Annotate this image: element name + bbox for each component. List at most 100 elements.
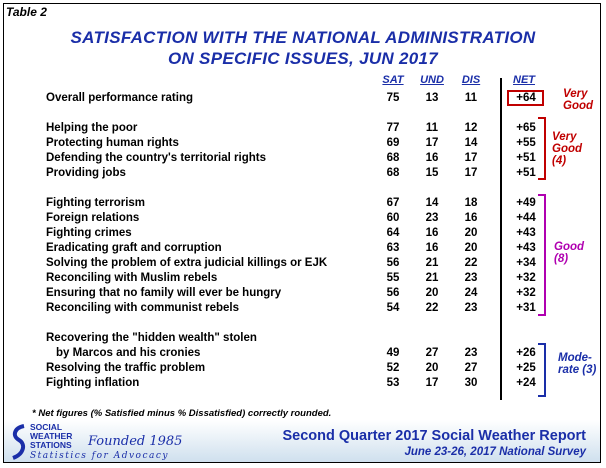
und-value: 13 bbox=[425, 92, 439, 104]
dis-value: 27 bbox=[464, 362, 478, 374]
row-label: Helping the poor bbox=[46, 122, 138, 134]
org-tagline: Statistics for Advocacy bbox=[30, 451, 169, 461]
row-label: Reconciling with communist rebels bbox=[46, 302, 239, 314]
sws-logo-icon bbox=[12, 424, 26, 460]
row-label: by Marcos and his cronies bbox=[56, 347, 201, 359]
footnote: * Net figures (% Satisfied minus % Dissa… bbox=[32, 408, 332, 419]
sat-value: 77 bbox=[386, 122, 400, 134]
table-row: Reconciling with Muslim rebels 55 21 23 +32 bbox=[4, 272, 602, 287]
row-label: Ensuring that no family will ever be hun… bbox=[46, 287, 282, 299]
row-label: Defending the country's territorial righ… bbox=[46, 152, 266, 164]
sat-value: 54 bbox=[386, 302, 400, 314]
net-value: +34 bbox=[516, 257, 536, 269]
table-row: Reconciling with communist rebels 54 22 23 +… bbox=[4, 302, 602, 317]
und-value: 22 bbox=[425, 302, 439, 314]
row-label: Fighting terrorism bbox=[46, 197, 146, 209]
sat-value: 49 bbox=[386, 347, 400, 359]
net-value: +24 bbox=[516, 377, 536, 389]
und-value: 14 bbox=[425, 197, 439, 209]
dis-value: 23 bbox=[464, 347, 478, 359]
row-label: Recovering the "hidden wealth" stolen bbox=[46, 332, 257, 344]
und-value: 15 bbox=[425, 167, 439, 179]
bracket-very-good bbox=[538, 117, 546, 180]
founded-year: Founded 1985 bbox=[88, 434, 183, 449]
table-frame: Table 2 SATISFACTION WITH THE NATIONAL A… bbox=[3, 3, 601, 463]
group-label-moderate-3: Mode-rate (3) bbox=[558, 352, 597, 376]
und-value: 27 bbox=[425, 347, 439, 359]
dis-value: 22 bbox=[464, 257, 478, 269]
table-row: Eradicating graft and corruption 63 16 20 +4… bbox=[4, 242, 602, 257]
net-value: +32 bbox=[516, 287, 536, 299]
group-label-good-8: Good (8) bbox=[554, 241, 585, 265]
sat-value: 56 bbox=[386, 287, 400, 299]
und-value: 11 bbox=[425, 122, 439, 134]
overall-net-highlight-box bbox=[507, 90, 544, 106]
row-label: Eradicating graft and corruption bbox=[46, 242, 222, 254]
header-dis: DIS bbox=[461, 74, 481, 86]
dis-value: 11 bbox=[464, 92, 478, 104]
table-row: Providing jobs 68 15 17 +51 bbox=[4, 167, 602, 182]
sat-value: 56 bbox=[386, 257, 400, 269]
und-value: 16 bbox=[425, 227, 439, 239]
sat-value: 52 bbox=[386, 362, 400, 374]
group-label-very-good-top: Very Good bbox=[563, 88, 594, 112]
row-label: Providing jobs bbox=[46, 167, 126, 179]
sat-value: 63 bbox=[386, 242, 400, 254]
und-value: 17 bbox=[425, 377, 439, 389]
dis-value: 17 bbox=[464, 152, 478, 164]
header-und: UND bbox=[420, 74, 444, 86]
group-label-very-good-4: Very Good (4) bbox=[552, 131, 583, 167]
org-name: SOCIAL WEATHER STATIONS bbox=[30, 422, 73, 450]
net-value: +55 bbox=[516, 137, 536, 149]
dis-value: 30 bbox=[464, 377, 478, 389]
sat-value: 60 bbox=[386, 212, 400, 224]
bracket-good bbox=[538, 194, 546, 316]
table-row: Ensuring that no family will ever be hun… bbox=[4, 287, 602, 302]
dis-value: 18 bbox=[464, 197, 478, 209]
und-value: 20 bbox=[425, 287, 439, 299]
net-value: +44 bbox=[516, 212, 536, 224]
row-label: Overall performance rating bbox=[46, 92, 193, 104]
table-row: Overall performance rating 75 13 11 +64 bbox=[4, 92, 602, 107]
table-row: Recovering the "hidden wealth" stolen bbox=[4, 332, 602, 347]
row-label: Fighting inflation bbox=[46, 377, 140, 389]
sat-value: 68 bbox=[386, 152, 400, 164]
sat-value: 67 bbox=[386, 197, 400, 209]
table-row: Solving the problem of extra judicial ki… bbox=[4, 257, 602, 272]
header-net: NET bbox=[513, 74, 535, 86]
net-value: +26 bbox=[516, 347, 536, 359]
und-value: 20 bbox=[425, 362, 439, 374]
row-label: Resolving the traffic problem bbox=[46, 362, 206, 374]
sat-value: 64 bbox=[386, 227, 400, 239]
net-value: +65 bbox=[516, 122, 536, 134]
sat-value: 53 bbox=[386, 377, 400, 389]
net-value: +64 bbox=[516, 92, 536, 104]
sat-value: 75 bbox=[386, 92, 400, 104]
table-label: Table 2 bbox=[6, 5, 47, 19]
report-title: Second Quarter 2017 Social Weather Repor… bbox=[282, 428, 586, 444]
table-row: Fighting inflation 53 17 30 +24 bbox=[4, 377, 602, 392]
net-value: +32 bbox=[516, 272, 536, 284]
row-label: Foreign relations bbox=[46, 212, 140, 224]
net-value: +43 bbox=[516, 242, 536, 254]
und-value: 23 bbox=[425, 212, 439, 224]
dis-value: 23 bbox=[464, 272, 478, 284]
title-line-1: SATISFACTION WITH THE NATIONAL ADMINISTR… bbox=[70, 28, 536, 47]
table-row: Resolving the traffic problem 52 20 27 +25 bbox=[4, 362, 602, 377]
table-row: Protecting human rights 69 17 14 +55 bbox=[4, 137, 602, 152]
sat-value: 69 bbox=[386, 137, 400, 149]
net-value: +31 bbox=[516, 302, 536, 314]
dis-value: 20 bbox=[464, 227, 478, 239]
dis-value: 23 bbox=[464, 302, 478, 314]
row-label: Reconciling with Muslim rebels bbox=[46, 272, 218, 284]
und-value: 16 bbox=[425, 152, 439, 164]
net-divider bbox=[500, 78, 502, 400]
dis-value: 24 bbox=[464, 287, 478, 299]
table-row: Helping the poor 77 11 12 +65 bbox=[4, 122, 602, 137]
table-row: Fighting crimes 64 16 20 +43 bbox=[4, 227, 602, 242]
dis-value: 14 bbox=[464, 137, 478, 149]
survey-dates: June 23-26, 2017 National Survey bbox=[404, 446, 586, 458]
header-sat: SAT bbox=[382, 74, 404, 86]
table-row: Fighting terrorism 67 14 18 +49 bbox=[4, 197, 602, 212]
net-value: +49 bbox=[516, 197, 536, 209]
